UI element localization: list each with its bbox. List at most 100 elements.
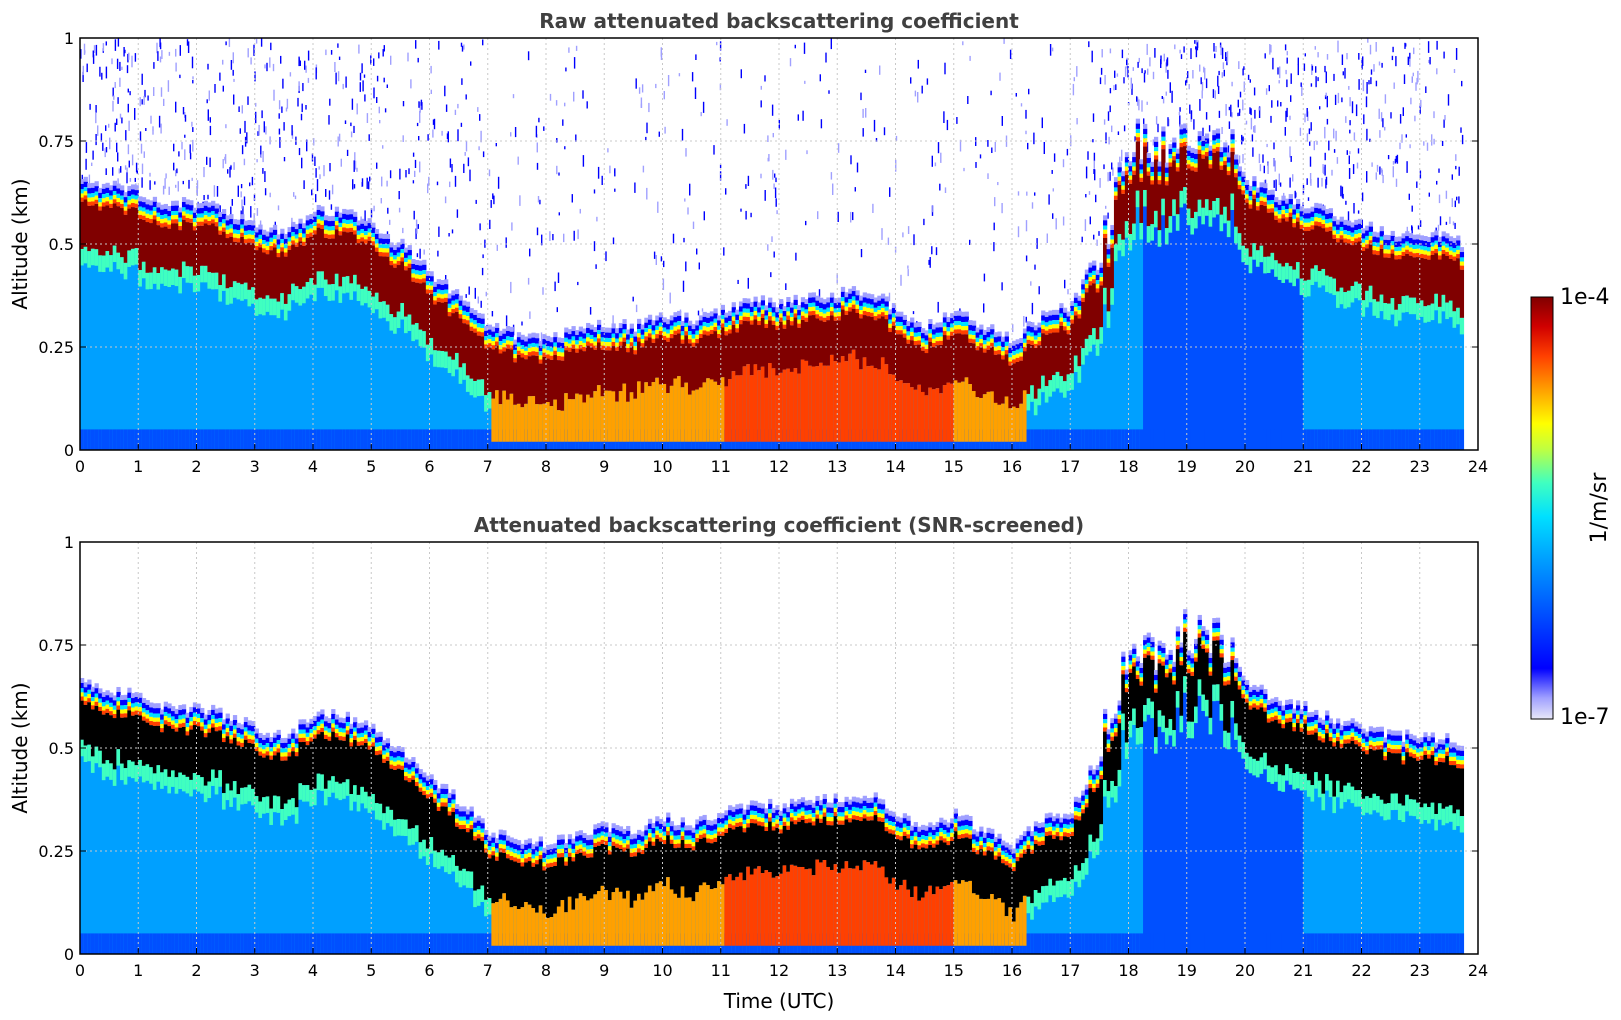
column-base: [334, 273, 340, 450]
column-band: [1292, 209, 1297, 215]
column-band: [553, 350, 558, 355]
noise-speck: [1091, 50, 1093, 63]
noise-speck: [1297, 57, 1299, 65]
noise-speck: [224, 156, 226, 161]
column-transition: [1303, 280, 1308, 298]
noise-speck: [126, 65, 129, 74]
noise-speck: [1361, 59, 1363, 70]
noise-speck: [368, 181, 370, 190]
column-band: [374, 233, 380, 240]
column-transition: [236, 282, 241, 300]
column-band: [651, 325, 656, 331]
column-core: [607, 350, 613, 391]
column-ground: [232, 429, 238, 450]
column-band: [1230, 129, 1235, 135]
column-core: [997, 354, 1002, 405]
column-band: [749, 320, 755, 325]
column-ground: [484, 429, 489, 450]
column-band: [1321, 210, 1326, 216]
noise-speck: [1394, 158, 1397, 164]
column-band: [90, 705, 96, 710]
x-tick-label: 20: [1235, 457, 1255, 476]
column-band: [553, 332, 558, 338]
noise-speck: [102, 142, 104, 151]
column-ground: [1215, 429, 1221, 450]
noise-speck: [860, 249, 863, 258]
noise-speck: [990, 90, 992, 96]
column-band: [571, 340, 576, 345]
column-band: [698, 333, 704, 338]
column-band: [946, 316, 951, 322]
column-band: [1401, 233, 1406, 239]
column-ground: [360, 429, 365, 450]
column-band: [1117, 180, 1122, 185]
noise-speck: [555, 100, 558, 106]
column-core: [1004, 354, 1009, 397]
column-band: [429, 285, 434, 290]
noise-speck: [1242, 68, 1244, 76]
column-base: [320, 271, 325, 450]
column-band: [866, 312, 871, 317]
column-band: [746, 303, 751, 309]
column-base: [112, 245, 118, 450]
noise-speck: [208, 90, 210, 101]
column-warm: [829, 354, 835, 442]
column-core: [859, 318, 864, 370]
column-base: [323, 279, 329, 450]
column-band: [1186, 156, 1191, 161]
noise-speck: [1361, 219, 1363, 228]
noise-speck: [719, 57, 721, 62]
column-ground: [1343, 429, 1348, 450]
noise-speck: [1437, 224, 1440, 231]
column-core: [971, 343, 977, 392]
column-band: [243, 239, 249, 244]
noise-speck: [1310, 122, 1312, 131]
noise-speck: [232, 69, 234, 76]
column-transition: [1135, 190, 1141, 208]
column-base: [1172, 199, 1177, 450]
column-band: [1153, 141, 1159, 148]
column-band: [480, 318, 485, 324]
column-band: [698, 329, 704, 334]
noise-speck: [358, 44, 360, 54]
column-transition: [1146, 226, 1151, 243]
column-core: [498, 353, 503, 405]
column-band: [411, 273, 416, 278]
column-ground: [116, 933, 121, 954]
column-base: [1135, 190, 1141, 450]
column-band: [1113, 177, 1119, 183]
column-base: [1459, 317, 1465, 450]
column-base: [218, 285, 223, 450]
column-band: [123, 192, 128, 198]
column-base: [1070, 373, 1075, 450]
column-warm: [906, 383, 911, 442]
noise-speck: [987, 140, 989, 147]
noise-speck: [805, 220, 807, 226]
column-band: [622, 319, 627, 325]
column-ground: [1095, 429, 1100, 450]
noise-speck: [158, 115, 161, 128]
column-band: [487, 329, 492, 335]
column-band: [87, 698, 92, 703]
column-band: [873, 316, 878, 321]
column-band: [451, 304, 456, 309]
column-ground: [254, 429, 259, 450]
noise-speck: [337, 136, 339, 147]
column-base: [1386, 303, 1392, 450]
column-core: [873, 320, 878, 369]
column-band: [422, 264, 427, 271]
noise-speck: [558, 172, 560, 176]
column-core: [174, 223, 179, 270]
noise-speck: [181, 141, 183, 150]
noise-speck: [313, 138, 315, 146]
noise-speck: [1231, 81, 1233, 87]
noise-speck: [1088, 191, 1091, 195]
noise-speck: [482, 151, 485, 158]
noise-speck: [1426, 142, 1429, 151]
column-band: [811, 310, 817, 316]
column-warm: [738, 375, 744, 442]
column-core: [393, 267, 398, 318]
noise-speck: [577, 229, 579, 240]
column-band: [243, 235, 249, 240]
column-ground: [1164, 429, 1170, 450]
